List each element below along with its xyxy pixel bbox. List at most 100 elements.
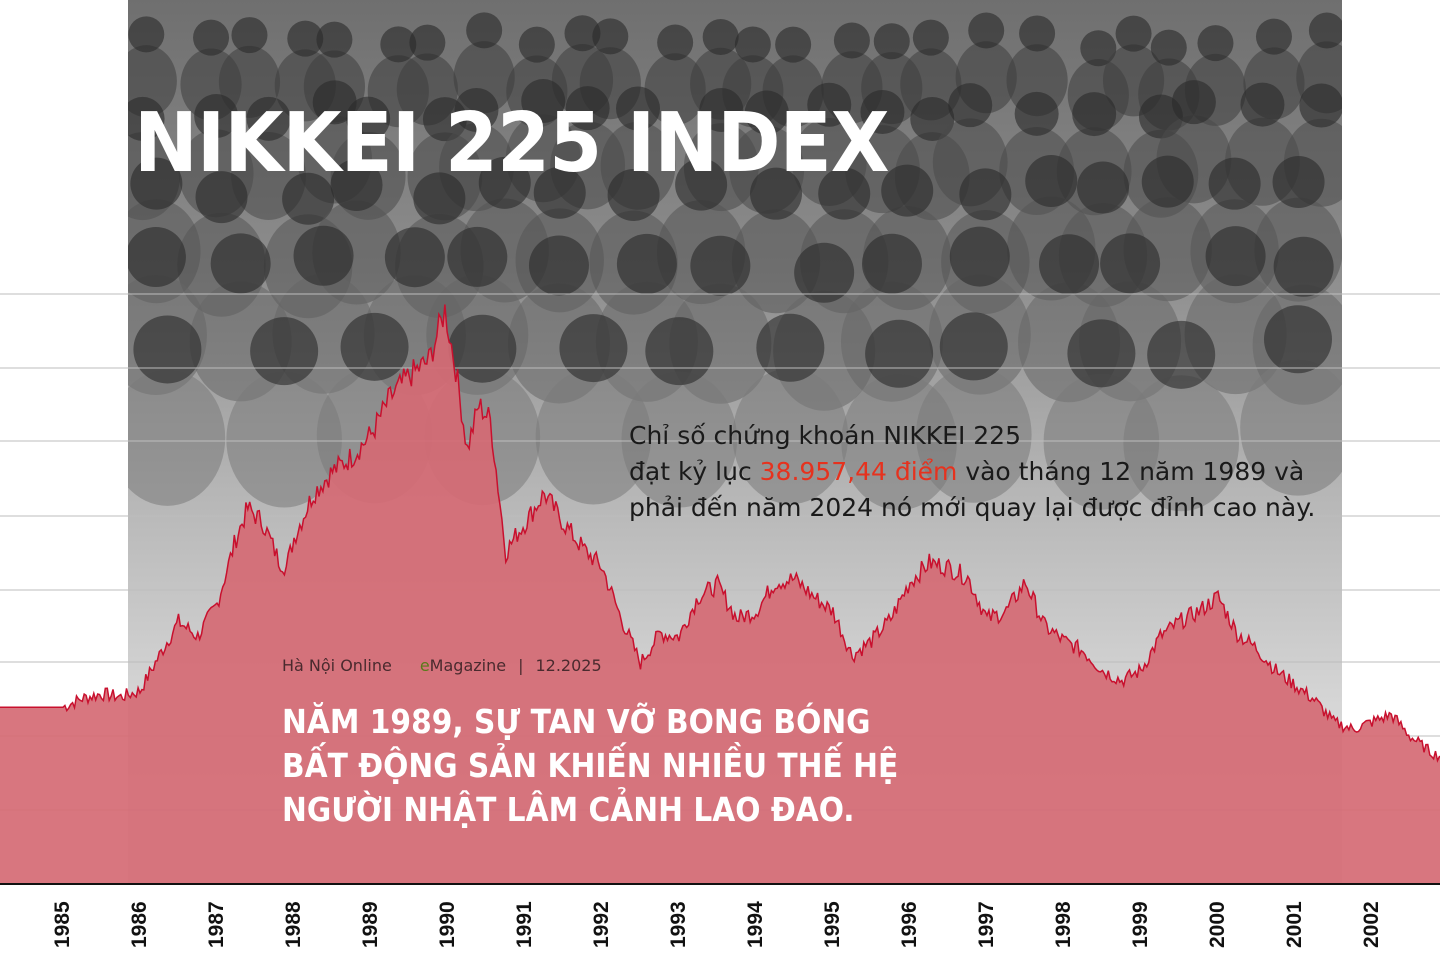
brand-rest: Magazine (429, 656, 507, 675)
x-tick-label-1995: 1995 (821, 901, 844, 948)
person-head (1263, 305, 1332, 374)
person-head (756, 313, 825, 382)
person-head (910, 96, 955, 141)
person-head (939, 312, 1008, 381)
person-head (775, 26, 812, 63)
person-head (193, 19, 230, 56)
outlet-name: Hà Nội Online (282, 656, 392, 675)
person-body (535, 368, 652, 505)
person-head (478, 156, 531, 209)
headline-line-2: BẤT ĐỘNG SẢN KHIẾN NHIỀU THẾ HỆ (282, 746, 899, 785)
person-body (226, 371, 342, 508)
person-head (873, 23, 910, 60)
person-body (915, 366, 1032, 503)
person-head (675, 158, 728, 211)
x-tick-label-1985: 1985 (51, 901, 74, 948)
person-body (128, 369, 226, 506)
person-head (312, 80, 357, 125)
x-tick-label-1986: 1986 (128, 901, 151, 948)
person-head (128, 227, 186, 288)
person-head (744, 90, 789, 135)
person-head (1150, 29, 1187, 66)
person-head (448, 314, 517, 383)
headline: NĂM 1989, SỰ TAN VỠ BONG BÓNG BẤT ĐỘNG S… (282, 700, 898, 832)
person-head (521, 79, 566, 124)
person-head (1080, 30, 1117, 67)
person-head (1014, 91, 1059, 136)
x-tick-label-1989: 1989 (359, 901, 382, 948)
person-head (380, 26, 417, 63)
person-head (592, 18, 629, 55)
brand-e: e (419, 656, 430, 675)
person-body (1240, 359, 1342, 496)
x-tick-label-1992: 1992 (590, 901, 613, 948)
person-head (282, 172, 335, 225)
person-head (316, 21, 353, 58)
person-head (384, 227, 445, 288)
publish-date: 12.2025 (535, 656, 602, 675)
person-head (1019, 15, 1056, 52)
person-head (293, 225, 354, 286)
person-head (794, 242, 855, 303)
person-head (657, 24, 694, 61)
person-body (1123, 375, 1239, 512)
person-head (1197, 25, 1234, 62)
person-head (287, 20, 324, 57)
person-head (1025, 154, 1078, 207)
headline-line-1: NĂM 1989, SỰ TAN VỠ BONG BÓNG (282, 702, 871, 741)
person-head (881, 164, 934, 217)
x-tick-label-1991: 1991 (513, 901, 536, 948)
x-tick-label-1990: 1990 (436, 901, 459, 948)
x-tick-label-2000: 2000 (1206, 901, 1229, 948)
person-head (948, 83, 993, 128)
person-head (194, 94, 239, 139)
person-head (559, 314, 628, 383)
person-head (734, 26, 771, 63)
page-title: NIKKEI 225 INDEX (134, 96, 890, 191)
person-head (1077, 161, 1130, 214)
person-body (732, 368, 849, 505)
x-tick-label-1997: 1997 (975, 901, 998, 948)
x-tick-label-1994: 1994 (744, 901, 767, 948)
person-head (1100, 233, 1161, 294)
x-tick-label-1999: 1999 (1129, 901, 1152, 948)
person-head (949, 226, 1010, 287)
person-head (128, 16, 165, 53)
person-head (865, 319, 934, 388)
person-head (340, 312, 409, 381)
person-head (346, 96, 391, 141)
description-text: đạt kỷ lục (629, 457, 760, 486)
person-head (518, 26, 555, 63)
person-head (533, 166, 586, 219)
person-head (195, 171, 248, 224)
person-head (607, 168, 660, 221)
person-body (1043, 373, 1160, 510)
person-head (246, 96, 291, 141)
person-head (454, 87, 499, 132)
person-head (968, 12, 1005, 49)
person-head (128, 96, 165, 141)
person-head (565, 86, 610, 131)
person-head (959, 168, 1012, 221)
description-text: vào tháng 12 năm 1989 và (957, 457, 1305, 486)
person-head (750, 167, 803, 220)
person-head (616, 86, 661, 131)
person-head (413, 172, 466, 225)
person-head (1039, 234, 1100, 295)
person-head (330, 158, 383, 211)
person-head (690, 235, 751, 296)
person-head (210, 233, 271, 294)
person-head (1308, 12, 1342, 49)
record-value-highlight: 38.957,44 điểm (759, 457, 958, 486)
person-head (1171, 80, 1216, 125)
x-tick-label-1998: 1998 (1052, 901, 1075, 948)
byline-separator: | (518, 656, 524, 675)
description-line-2: đạt kỷ lục 38.957,44 điểm vào tháng 12 n… (629, 454, 1389, 490)
person-head (528, 235, 589, 296)
person-head (616, 233, 677, 294)
person-head (702, 18, 739, 55)
person-head (1272, 155, 1325, 208)
person-head (130, 157, 183, 210)
person-head (1299, 83, 1342, 128)
